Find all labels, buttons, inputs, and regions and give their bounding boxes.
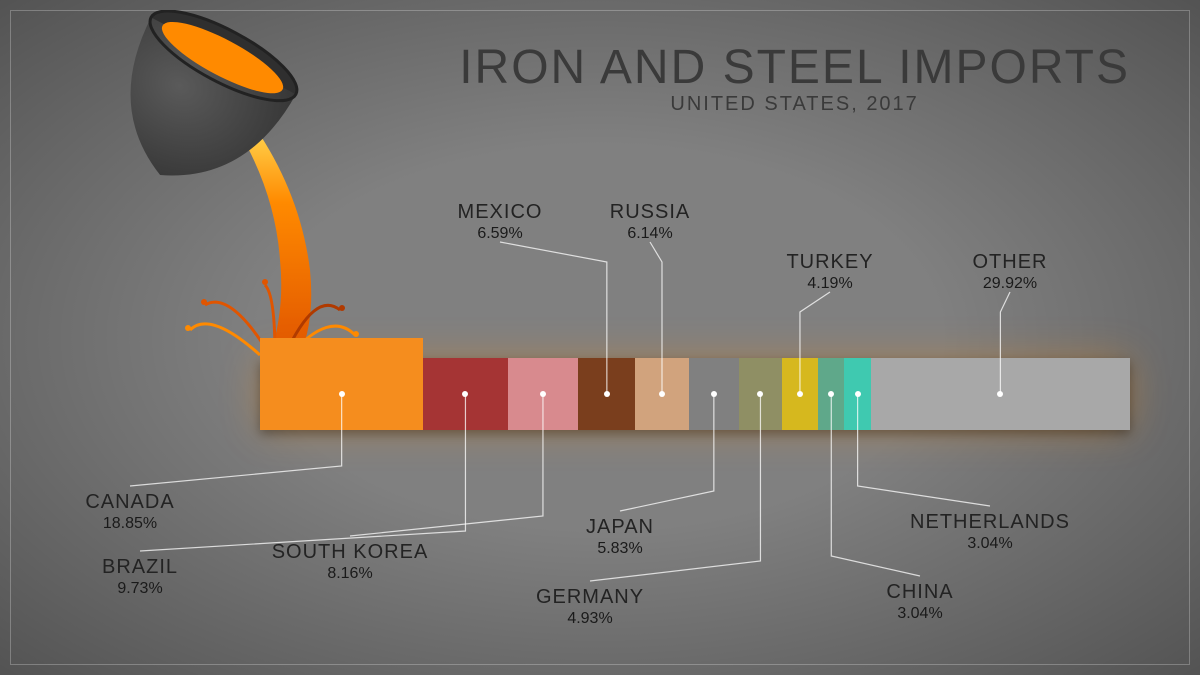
label-name: TURKEY	[750, 250, 910, 274]
segment-dot	[462, 391, 468, 397]
segment-dot	[540, 391, 546, 397]
label-japan: JAPAN5.83%	[540, 515, 700, 558]
label-name: CHINA	[840, 580, 1000, 604]
label-germany: GERMANY4.93%	[510, 585, 670, 628]
label-pct: 4.19%	[750, 274, 910, 293]
title-block: IRON AND STEEL IMPORTS UNITED STATES, 20…	[459, 40, 1130, 116]
label-name: GERMANY	[510, 585, 670, 609]
label-pct: 3.04%	[840, 604, 1000, 623]
label-pct: 3.04%	[910, 534, 1070, 553]
label-china: CHINA3.04%	[840, 580, 1000, 623]
label-south_korea: SOUTH KOREA8.16%	[270, 540, 430, 583]
label-russia: RUSSIA6.14%	[570, 200, 730, 243]
label-name: SOUTH KOREA	[270, 540, 430, 564]
label-name: BRAZIL	[60, 555, 220, 579]
segment-dot	[659, 391, 665, 397]
segment-dot	[828, 391, 834, 397]
label-canada: CANADA18.85%	[50, 490, 210, 533]
segment-dot	[997, 391, 1003, 397]
label-name: JAPAN	[540, 515, 700, 539]
segment-canada	[260, 338, 423, 430]
label-mexico: MEXICO6.59%	[420, 200, 580, 243]
segment-dot	[757, 391, 763, 397]
segment-dot	[711, 391, 717, 397]
label-pct: 4.93%	[510, 609, 670, 628]
label-brazil: BRAZIL9.73%	[60, 555, 220, 598]
label-pct: 6.59%	[420, 224, 580, 243]
label-name: NETHERLANDS	[910, 510, 1070, 534]
label-pct: 6.14%	[570, 224, 730, 243]
label-name: MEXICO	[420, 200, 580, 224]
page-subtitle: UNITED STATES, 2017	[459, 93, 1130, 116]
label-pct: 5.83%	[540, 539, 700, 558]
label-pct: 18.85%	[50, 514, 210, 533]
label-pct: 8.16%	[270, 564, 430, 583]
segment-dot	[797, 391, 803, 397]
segment-dot	[855, 391, 861, 397]
label-netherlands: NETHERLANDS3.04%	[910, 510, 1070, 553]
page-title: IRON AND STEEL IMPORTS	[459, 40, 1130, 95]
label-turkey: TURKEY4.19%	[750, 250, 910, 293]
crucible-illustration	[90, 10, 390, 390]
label-pct: 9.73%	[60, 579, 220, 598]
label-name: CANADA	[50, 490, 210, 514]
label-pct: 29.92%	[930, 274, 1090, 293]
label-name: RUSSIA	[570, 200, 730, 224]
label-name: OTHER	[930, 250, 1090, 274]
segment-dot	[339, 391, 345, 397]
segment-dot	[604, 391, 610, 397]
label-other: OTHER29.92%	[930, 250, 1090, 293]
